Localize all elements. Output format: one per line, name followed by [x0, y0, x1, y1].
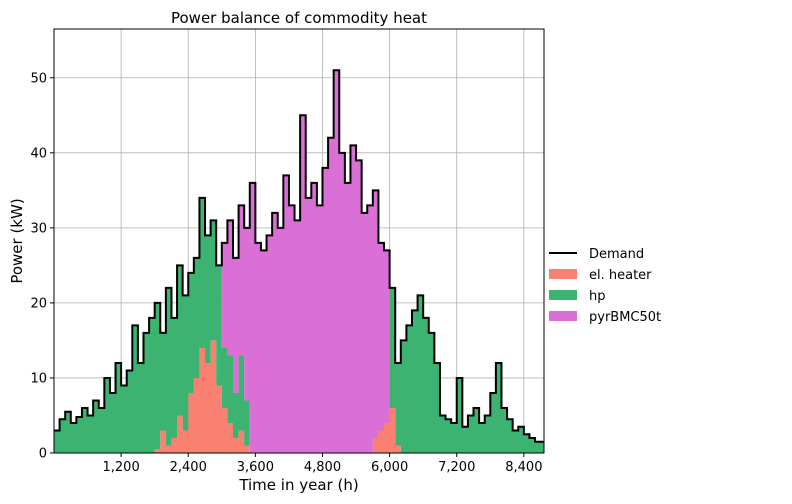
demand-line-group [54, 69, 544, 443]
area-pyrbmc50t [54, 70, 544, 454]
legend-swatch-hp [549, 290, 577, 300]
y-tick-label: 30 [30, 221, 47, 236]
legend-label-hp: hp [589, 289, 606, 304]
x-axis-ticks: 1,200 2,400 3,600 4,800 6,000 7,200 8,400 [103, 453, 542, 475]
y-axis-label: Power (kW) [8, 198, 26, 283]
grid-lines [54, 29, 544, 454]
y-tick-label: 10 [30, 371, 47, 386]
demand-line [54, 69, 544, 443]
legend-swatch-pyrbmc50t [549, 311, 577, 321]
plot-frame [53, 28, 545, 454]
legend-label-el-heater: el. heater [589, 268, 652, 283]
x-axis-label: Time in year (h) [238, 476, 358, 494]
x-tick-label: 6,000 [371, 460, 408, 475]
legend-label-pyrbmc50t: pyrBMC50t [589, 310, 661, 325]
x-tick-label: 1,200 [103, 460, 140, 475]
x-tick-label: 4,800 [304, 460, 341, 475]
x-tick-label: 2,400 [170, 460, 207, 475]
area-hp [54, 197, 544, 453]
y-axis-ticks: 0 10 20 30 40 50 [30, 71, 54, 462]
y-tick-label: 0 [39, 447, 47, 462]
x-tick-label: 7,200 [438, 460, 475, 475]
legend-swatch-el-heater [549, 269, 577, 279]
y-tick-label: 50 [30, 71, 47, 86]
stacked-areas [54, 70, 544, 454]
y-tick-label: 20 [30, 296, 47, 311]
y-tick-label: 40 [30, 146, 47, 161]
legend: Demand el. heater hp pyrBMC50t [549, 247, 661, 325]
legend-label-demand: Demand [589, 247, 644, 262]
chart-title: Power balance of commodity heat [171, 9, 427, 27]
x-tick-label: 3,600 [237, 460, 274, 475]
x-tick-label: 8,400 [505, 460, 542, 475]
